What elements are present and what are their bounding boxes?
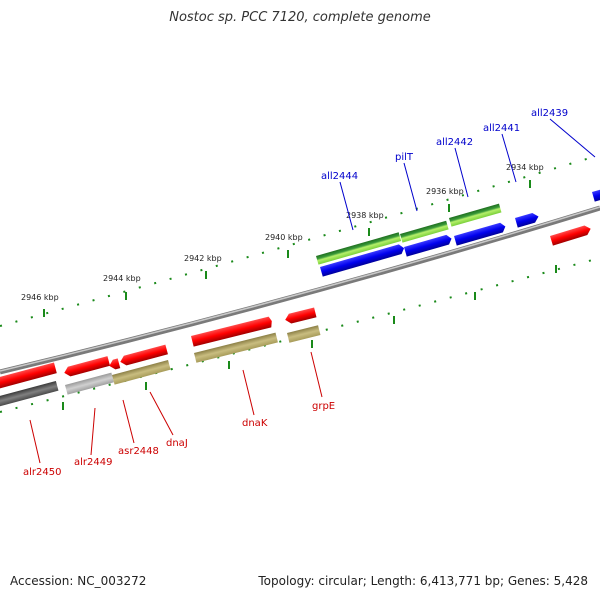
- feature-dnaJ-olive[interactable]: [112, 359, 171, 385]
- gene-label-all2439[interactable]: all2439: [531, 108, 568, 119]
- feature-all2442-cds[interactable]: [454, 222, 507, 246]
- feature-pilT-green[interactable]: [400, 220, 449, 243]
- feature-alr2450-cds[interactable]: [0, 362, 57, 389]
- gene-label-dnaJ[interactable]: dnaJ: [166, 438, 188, 449]
- feature-all2444-green[interactable]: [316, 232, 402, 265]
- feature-grpE-olive[interactable]: [287, 325, 321, 343]
- gene-label-grpE[interactable]: grpE: [312, 401, 335, 412]
- accession-text: Accession: NC_003272: [10, 574, 147, 588]
- gene-label-alr2449[interactable]: alr2449: [74, 457, 112, 468]
- feature-alr2450-gray[interactable]: [0, 380, 59, 407]
- tick-label-2942: 2942 kbp: [184, 254, 222, 263]
- feature-all2442-green[interactable]: [449, 203, 502, 227]
- label-leaders-bottom: [29, 351, 323, 464]
- feature-alr2449-gray[interactable]: [65, 372, 114, 395]
- gene-label-all2444[interactable]: all2444: [321, 171, 358, 182]
- genome-backbone-highlight: [0, 206, 600, 372]
- feature-all2441-cds[interactable]: [515, 212, 540, 228]
- major-ticks-upper: [43, 180, 531, 317]
- tick-label-2938: 2938 kbp: [346, 211, 384, 220]
- gene-label-pilT[interactable]: pilT: [395, 152, 414, 163]
- tick-label-2940: 2940 kbp: [265, 233, 303, 242]
- tick-label-2946: 2946 kbp: [21, 293, 59, 302]
- feature-right-red-cds[interactable]: [550, 224, 592, 246]
- feature-dnaJ-cds[interactable]: [119, 344, 168, 367]
- gene-label-asr2448[interactable]: asr2448: [118, 446, 159, 457]
- feature-alr2449-cds[interactable]: [63, 356, 111, 378]
- genome-stats-text: Topology: circular; Length: 6,413,771 bp…: [258, 574, 588, 588]
- tick-label-2934: 2934 kbp: [506, 163, 544, 172]
- label-leaders-top: [339, 118, 596, 231]
- feature-dnaK-cds[interactable]: [191, 316, 273, 347]
- tick-label-2944: 2944 kbp: [103, 274, 141, 283]
- feature-dnaK-olive[interactable]: [194, 332, 278, 363]
- feature-all2444-cds[interactable]: [320, 243, 405, 277]
- gene-label-all2442[interactable]: all2442: [436, 137, 473, 148]
- gene-label-dnaK[interactable]: dnaK: [242, 418, 268, 429]
- feature-asr2448-cds[interactable]: [108, 358, 121, 370]
- feature-grpE-cds[interactable]: [284, 307, 317, 325]
- feature-pilT-cds[interactable]: [404, 234, 453, 257]
- gene-label-all2441[interactable]: all2441: [483, 123, 520, 134]
- major-ticks-lower: [62, 265, 557, 410]
- genome-backbone: [0, 205, 600, 375]
- gene-label-alr2450[interactable]: alr2450: [23, 467, 61, 478]
- map-title: Nostoc sp. PCC 7120, complete genome: [169, 10, 431, 25]
- tick-label-2936: 2936 kbp: [426, 187, 464, 196]
- feature-all2439-cds[interactable]: [592, 188, 600, 202]
